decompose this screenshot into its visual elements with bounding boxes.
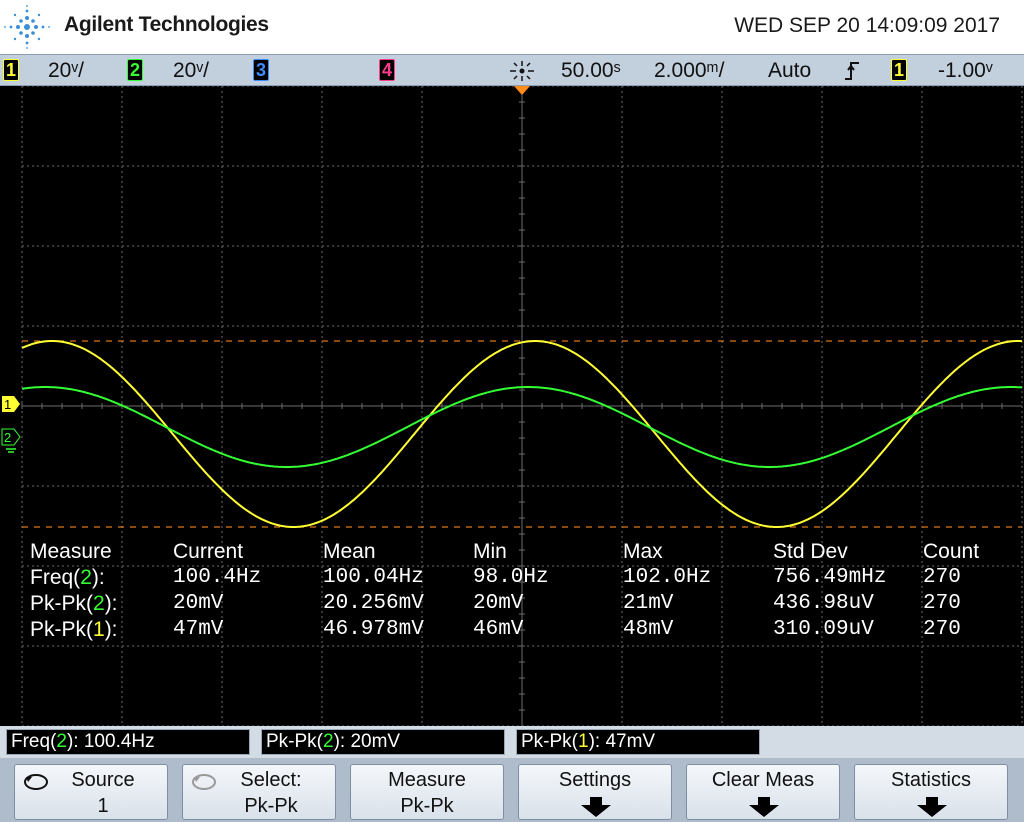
- select-softkey[interactable]: Select: Pk-Pk: [182, 764, 336, 820]
- header-mean: Mean: [323, 540, 376, 563]
- source-softkey[interactable]: Source 1: [14, 764, 168, 820]
- channel-2-indicator[interactable]: 2: [127, 59, 143, 81]
- measurement-name: Pk-Pk(1):: [30, 618, 118, 641]
- measurement-min: 20mV: [473, 592, 524, 615]
- measurement-count: 270: [923, 566, 961, 589]
- date-time: WED SEP 20 14:09:09 2017: [734, 14, 1000, 37]
- trigger-position-marker: [514, 86, 530, 95]
- measurement-std-dev: 436.98uV: [773, 592, 874, 615]
- measurement-std-dev: 310.09uV: [773, 618, 874, 641]
- source-softkey-value: 1: [97, 795, 109, 817]
- submenu-arrow-icon: [749, 797, 779, 817]
- submenu-arrow-icon: [917, 797, 947, 817]
- time-scale[interactable]: 2.000ᵐ/: [654, 59, 725, 82]
- trigger-mode[interactable]: Auto: [768, 59, 812, 82]
- header-bar: Agilent Technologies WED SEP 20 14:09:09…: [0, 0, 1024, 54]
- agilent-spark-logo-icon: [4, 5, 50, 49]
- softkey-bar: Source 1 Select: Pk-Pk Measure Pk-Pk Set…: [0, 758, 1024, 822]
- header-std-dev: Std Dev: [773, 540, 848, 563]
- brand-name: Agilent Technologies: [64, 13, 269, 36]
- measurement-name: Freq(2):: [30, 566, 105, 589]
- entry-knob-icon: [192, 774, 216, 790]
- measurement-mean: 100.04Hz: [323, 566, 424, 589]
- channel-4-indicator[interactable]: 4: [379, 59, 395, 81]
- readout-freq-ch2[interactable]: Freq(2): 100.4Hz: [6, 729, 250, 755]
- rising-edge-icon: [845, 62, 859, 80]
- statistics-softkey[interactable]: Statistics: [854, 764, 1008, 820]
- settings-softkey-label: Settings: [558, 769, 632, 791]
- measurement-std-dev: 756.49mHz: [773, 566, 887, 589]
- channel-2-scale[interactable]: 20ᵛ/: [173, 59, 209, 82]
- readout-pkpk-ch2[interactable]: Pk-Pk(2): 20mV: [261, 729, 505, 755]
- measurement-mean: 46.978mV: [323, 618, 424, 641]
- settings-softkey[interactable]: Settings: [518, 764, 672, 820]
- header-max: Max: [623, 540, 663, 563]
- statistics-softkey-label: Statistics: [890, 769, 972, 791]
- measurement-max: 102.0Hz: [623, 566, 712, 589]
- measurement-name: Pk-Pk(2):: [30, 592, 118, 615]
- measurement-min: 98.0Hz: [473, 566, 549, 589]
- status-bar: 1 20ᵛ/ 2 20ᵛ/ 3 4 50.00ˢ 2.000ᵐ/ Auto 1 …: [0, 54, 1024, 86]
- select-softkey-value: Pk-Pk: [244, 795, 298, 817]
- channel-1-indicator[interactable]: 1: [3, 59, 19, 81]
- measurement-current: 47mV: [173, 618, 224, 641]
- channel-1-trace: [21, 340, 1023, 528]
- measure-softkey-value: Pk-Pk: [400, 795, 454, 817]
- clear-meas-softkey-label: Clear Meas: [711, 769, 815, 791]
- header-count: Count: [923, 540, 980, 563]
- clear-meas-softkey[interactable]: Clear Meas: [686, 764, 840, 820]
- channel-3-indicator[interactable]: 3: [253, 59, 269, 81]
- measurement-count: 270: [923, 618, 961, 641]
- channel-2-ground-marker: [1, 428, 21, 446]
- entry-knob-icon: [24, 774, 48, 790]
- source-softkey-label: Source: [71, 769, 135, 791]
- measurement-readout-bar: Freq(2): 100.4Hz Pk-Pk(2): 20mV Pk-Pk(1)…: [0, 726, 1024, 758]
- trigger-position-icon: [510, 61, 534, 81]
- channel-markers: 12: [1, 86, 530, 453]
- select-softkey-label: Select:: [240, 769, 302, 791]
- measurement-count: 270: [923, 592, 961, 615]
- channel-1-ground-label: 1: [4, 397, 11, 412]
- channel-2-trace: [21, 386, 1023, 468]
- measurement-current: 20mV: [173, 592, 224, 615]
- waveform-graticule: 12: [1, 86, 1023, 726]
- waveform-traces: [21, 340, 1023, 528]
- trigger-level[interactable]: -1.00ᵛ: [938, 59, 993, 82]
- measurement-current: 100.4Hz: [173, 566, 262, 589]
- measurement-max: 21mV: [623, 592, 674, 615]
- measure-softkey[interactable]: Measure Pk-Pk: [350, 764, 504, 820]
- trigger-source-indicator[interactable]: 1: [891, 59, 907, 81]
- measure-softkey-label: Measure: [388, 769, 466, 791]
- channel-1-scale[interactable]: 20ᵛ/: [48, 59, 84, 82]
- time-offset[interactable]: 50.00ˢ: [561, 59, 621, 82]
- header-measure: Measure: [30, 540, 112, 563]
- submenu-arrow-icon: [581, 797, 611, 817]
- header-min: Min: [473, 540, 507, 563]
- readout-pkpk-ch1[interactable]: Pk-Pk(1): 47mV: [516, 729, 760, 755]
- channel-1-ground-marker: [2, 396, 20, 412]
- measurement-mean: 20.256mV: [323, 592, 424, 615]
- channel-2-ground-label: 2: [4, 430, 11, 445]
- header-current: Current: [173, 540, 244, 563]
- measurement-min: 46mV: [473, 618, 524, 641]
- measurement-max: 48mV: [623, 618, 674, 641]
